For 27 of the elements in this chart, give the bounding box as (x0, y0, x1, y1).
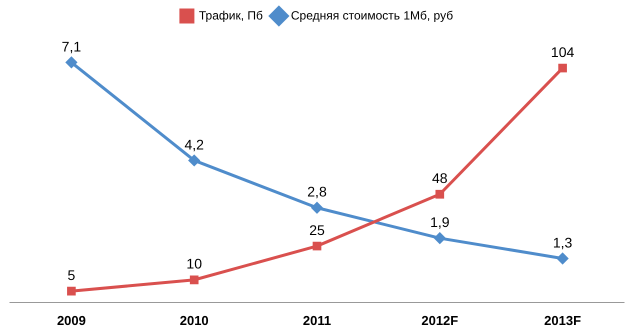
x-tick-label: 2013F (544, 312, 582, 328)
x-tick-label: 2009 (56, 312, 86, 328)
data-label: 1,3 (552, 234, 573, 250)
point (312, 202, 322, 214)
point (67, 286, 76, 296)
x-tick-label: 2010 (180, 312, 209, 328)
point (312, 242, 322, 250)
x-tick-label: 2012F (421, 312, 458, 328)
point (558, 64, 567, 72)
data-label: 4,2 (184, 136, 204, 152)
x-tick-label: 2011 (302, 312, 332, 328)
point (188, 154, 200, 166)
data-label: 48 (432, 170, 448, 186)
data-label: 5 (68, 266, 76, 283)
point (435, 190, 444, 199)
data-label: 104 (550, 44, 574, 60)
data-label: 25 (309, 222, 325, 238)
point (190, 276, 199, 284)
data-label: 7,1 (62, 38, 82, 54)
point (434, 232, 446, 244)
data-label: 10 (186, 256, 202, 272)
point (66, 56, 77, 68)
data-label: 2,8 (307, 184, 327, 200)
legend-label: Средняя стоимость 1Мб, руб (290, 8, 454, 22)
legend-label: Трафик, Пб (198, 8, 264, 22)
data-label: 1,9 (430, 214, 450, 230)
point (557, 252, 568, 264)
